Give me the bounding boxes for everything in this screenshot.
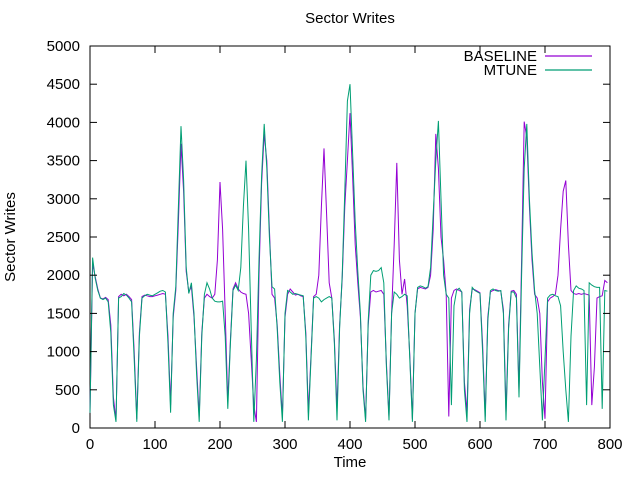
x-tick-label: 300 [272,436,297,453]
series-lines [89,84,608,422]
x-tick-label: 500 [402,436,427,453]
y-tick-label: 4500 [47,76,80,93]
x-tick-label: 0 [86,436,94,453]
y-tick-label: 5000 [47,38,80,55]
y-tick-label: 500 [55,382,80,399]
y-tick-label: 3000 [47,191,80,208]
x-tick-label: 800 [597,436,622,453]
plot-border [89,45,611,429]
x-tick-label: 200 [207,436,232,453]
series-line-mtune [89,84,608,422]
y-tick-label: 4000 [47,114,80,131]
chart-title: Sector Writes [305,10,395,27]
y-tick-label: 2000 [47,267,80,284]
axis-ticks [89,45,611,429]
legend-label-mtune: MTUNE [484,62,537,79]
legend-label-baseline: BASELINE [464,48,537,65]
y-axis-label: Sector Writes [2,192,19,282]
x-axis-label: Time [334,454,367,471]
x-tick-label: 400 [337,436,362,453]
y-tick-label: 1000 [47,344,80,361]
x-tick-label: 700 [532,436,557,453]
x-tick-label: 600 [467,436,492,453]
x-tick-label: 100 [142,436,167,453]
y-tick-label: 0 [72,420,80,437]
y-tick-label: 3500 [47,153,80,170]
series-line-baseline [89,113,608,422]
y-tick-label: 1500 [47,305,80,322]
legend: BASELINE MTUNE [464,48,592,79]
y-tick-label: 2500 [47,229,80,246]
axis-tick-labels: 0 100 200 300 400 500 600 700 800 0 500 1000 1500 200… [47,38,623,453]
